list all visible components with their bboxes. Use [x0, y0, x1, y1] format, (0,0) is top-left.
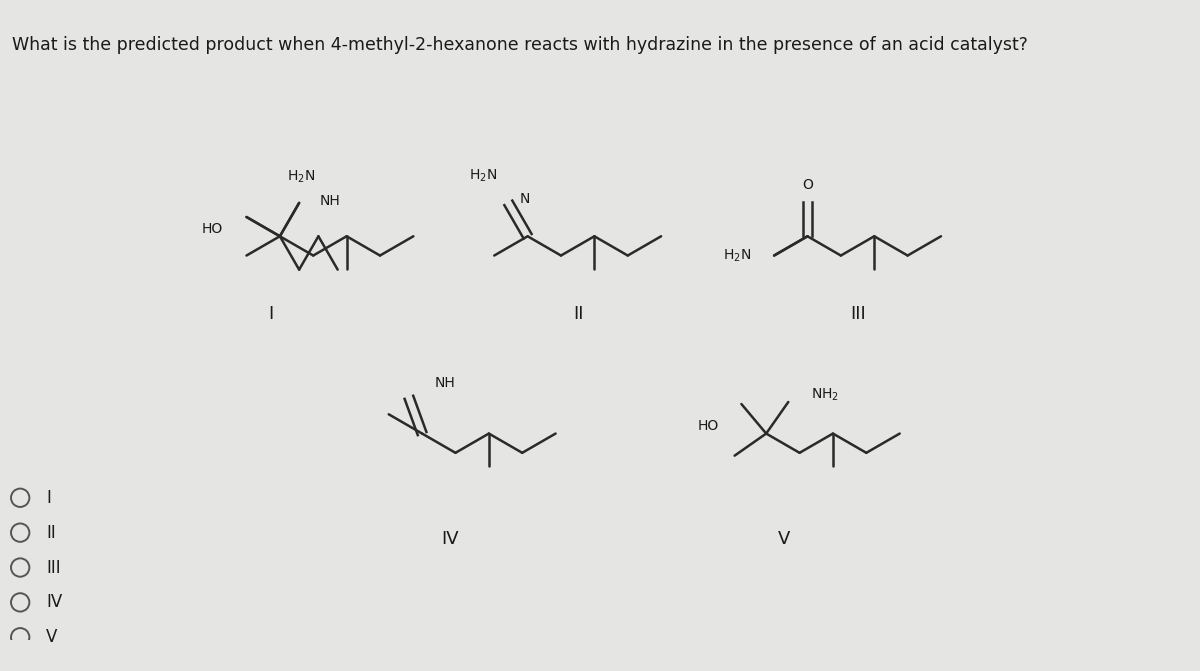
Text: NH: NH	[319, 194, 340, 208]
Text: $\mathregular{H_2N}$: $\mathregular{H_2N}$	[287, 169, 316, 185]
Text: II: II	[572, 305, 583, 323]
Text: What is the predicted product when 4-methyl-2-hexanone reacts with hydrazine in : What is the predicted product when 4-met…	[12, 36, 1028, 54]
Text: III: III	[46, 558, 60, 576]
Text: $\mathregular{H_2N}$: $\mathregular{H_2N}$	[469, 168, 497, 184]
Text: V: V	[46, 628, 58, 646]
Text: HO: HO	[202, 222, 223, 236]
Text: I: I	[46, 488, 50, 507]
Text: III: III	[850, 305, 866, 323]
Text: IV: IV	[46, 593, 62, 611]
Text: IV: IV	[440, 530, 458, 548]
Text: HO: HO	[697, 419, 719, 433]
Text: I: I	[268, 305, 274, 323]
Text: NH: NH	[434, 376, 455, 390]
Text: V: V	[779, 530, 791, 548]
Text: O: O	[802, 178, 812, 192]
Text: $\mathregular{H_2N}$: $\mathregular{H_2N}$	[724, 248, 751, 264]
Text: $\mathregular{NH_2}$: $\mathregular{NH_2}$	[811, 386, 840, 403]
Text: II: II	[46, 523, 55, 541]
Text: N: N	[520, 192, 529, 206]
